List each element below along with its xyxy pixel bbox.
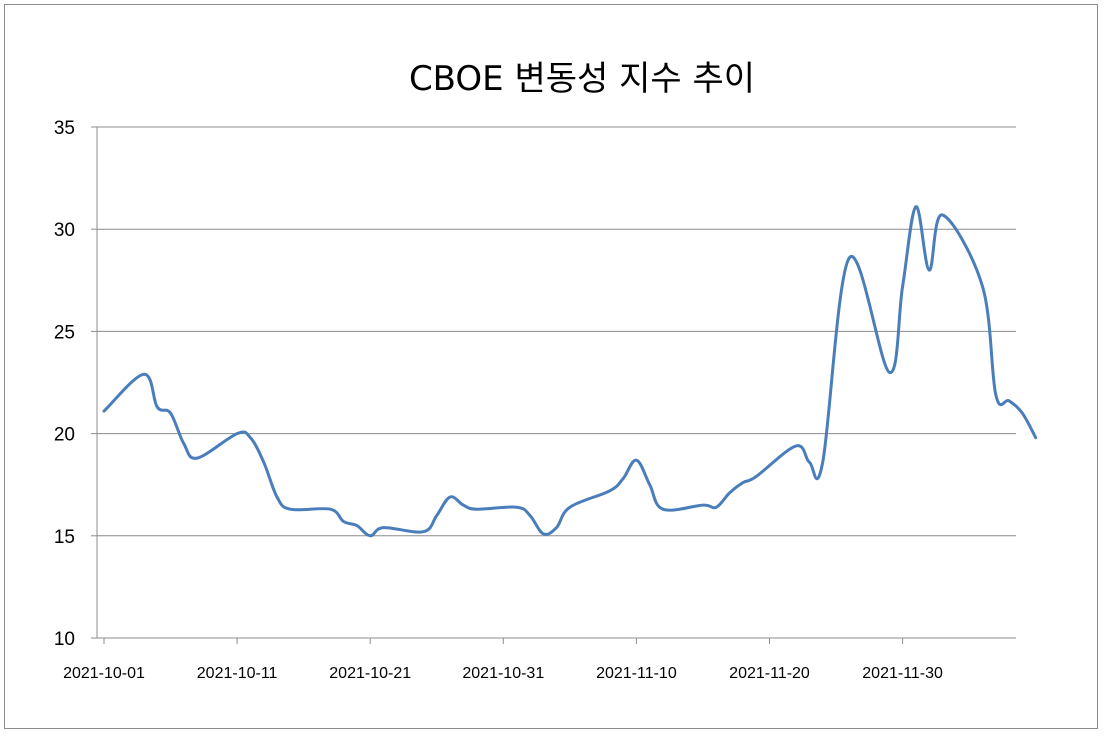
x-tick-label-1: 2021-10-11 [197, 665, 278, 682]
x-tick-label-6: 2021-11-30 [862, 665, 943, 682]
axes [91, 126, 1016, 644]
series-line-0 [102, 205, 1038, 538]
y-tick-labels: 10 15 20 25 30 35 [54, 118, 75, 650]
x-tick-label-2: 2021-10-21 [329, 665, 411, 682]
y-tick-label-25: 25 [54, 322, 75, 343]
gridlines [97, 126, 1016, 537]
y-tick-label-10: 10 [54, 629, 75, 650]
x-tick-label-0: 2021-10-01 [63, 665, 145, 682]
x-tick-label-4: 2021-11-10 [596, 665, 677, 682]
chart-title: CBOE 변동성 지수 추이 [409, 59, 755, 99]
series-layer [102, 205, 1038, 538]
x-tick-label-3: 2021-10-31 [462, 665, 544, 682]
x-tick-label-5: 2021-11-20 [729, 665, 810, 682]
y-tick-label-15: 15 [54, 527, 75, 548]
chart-frame [4, 4, 1098, 729]
y-tick-label-20: 20 [54, 425, 75, 446]
x-tick-labels: 2021-10-01 2021-10-11 2021-10-21 2021-10-31… [63, 665, 943, 682]
y-tick-label-30: 30 [54, 220, 75, 241]
y-tick-label-35: 35 [54, 118, 75, 139]
